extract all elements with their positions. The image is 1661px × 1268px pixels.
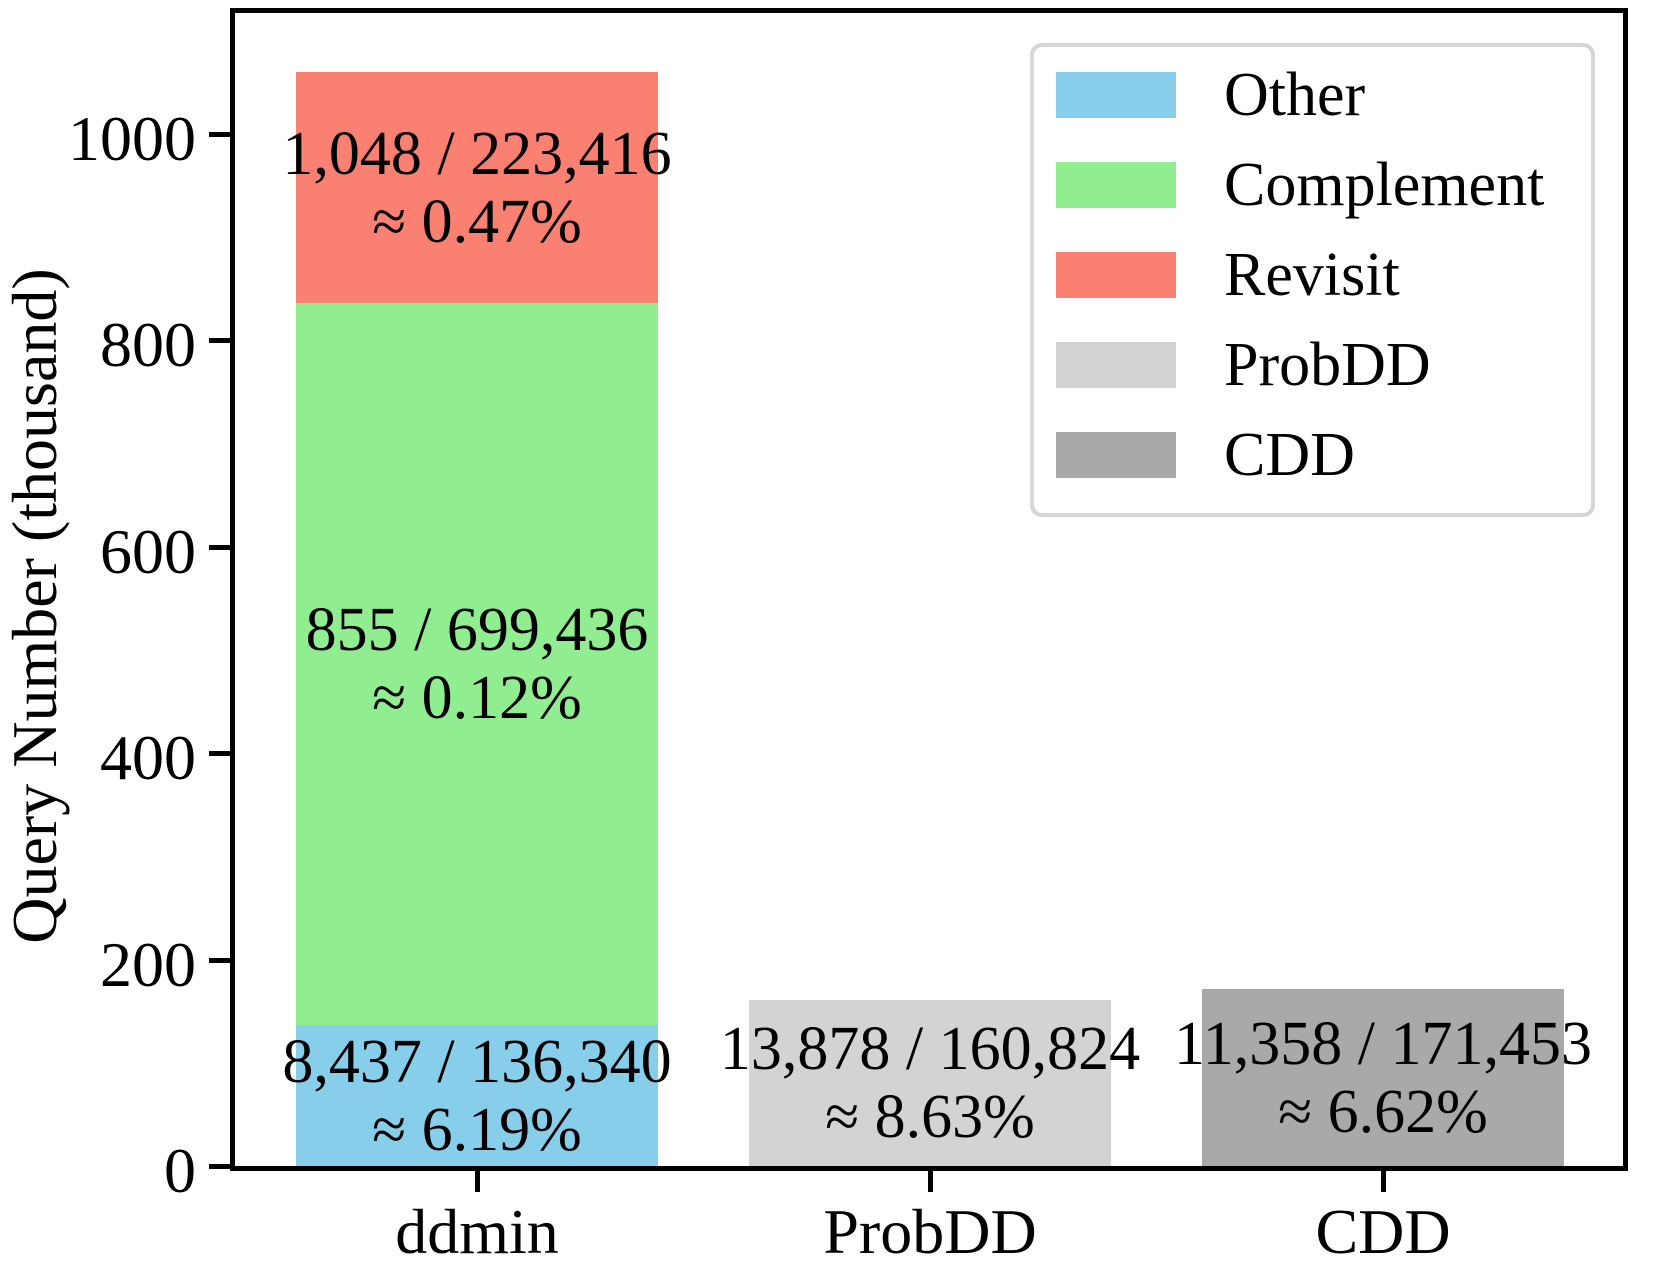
bar-label-ratio: 1,048 / 223,416 <box>282 120 672 188</box>
legend-item-Revisit: Revisit <box>1034 230 1591 320</box>
bar-label-percent: ≈ 6.19% <box>372 1096 582 1164</box>
legend-label-CDD: CDD <box>1224 421 1355 489</box>
y-tick-label-600: 600 <box>100 515 196 587</box>
bar-label-percent: ≈ 0.47% <box>372 188 582 256</box>
bar-label-ratio: 8,437 / 136,340 <box>282 1028 672 1096</box>
legend-label-Complement: Complement <box>1224 151 1545 219</box>
legend-box: Other Complement Revisit ProbDD CDD <box>1030 43 1595 517</box>
y-axis-title: Query Number (thousand) <box>0 268 70 944</box>
y-tick-mark-0 <box>209 1164 230 1169</box>
bar-segment-ddmin-Complement <box>296 303 658 1025</box>
legend-swatch-ProbDD <box>1056 342 1176 388</box>
legend-item-Complement: Complement <box>1034 140 1591 230</box>
x-tick-mark-ProbDD <box>928 1171 933 1192</box>
y-tick-mark-400 <box>209 751 230 756</box>
bar-label-percent: ≈ 8.63% <box>825 1083 1035 1151</box>
legend-swatch-Other <box>1056 72 1176 118</box>
bar-label-percent: ≈ 0.12% <box>372 664 582 732</box>
legend-label-Revisit: Revisit <box>1224 241 1400 309</box>
x-tick-label-CDD: CDD <box>1315 1196 1451 1267</box>
y-tick-mark-600 <box>209 544 230 550</box>
legend-item-ProbDD: ProbDD <box>1034 320 1591 410</box>
y-tick-label-800: 800 <box>100 309 196 380</box>
bar-segment-CDD-CDD <box>1202 989 1564 1166</box>
x-tick-label-ProbDD: ProbDD <box>823 1196 1037 1267</box>
bar-label-ddmin-Revisit: 1,048 / 223,416 ≈ 0.47% <box>147 120 807 256</box>
x-tick-label-ddmin: ddmin <box>395 1196 559 1267</box>
y-tick-mark-200 <box>209 957 230 963</box>
bar-label-ddmin-Other: 8,437 / 136,340 ≈ 6.19% <box>147 1028 807 1164</box>
bar-label-ratio: 13,878 / 160,824 <box>719 1015 1141 1083</box>
bar-segment-ddmin-Revisit <box>296 72 658 303</box>
bar-segment-ddmin-Other <box>296 1025 658 1166</box>
y-tick-label-0: 0 <box>164 1135 196 1206</box>
y-tick-mark-1000 <box>209 131 230 137</box>
legend-swatch-Complement <box>1056 162 1176 208</box>
bar-label-ratio: 11,358 / 171,453 <box>1174 1010 1592 1078</box>
y-tick-label-1000: 1000 <box>68 102 196 174</box>
legend-item-Other: Other <box>1034 50 1591 140</box>
y-tick-mark-800 <box>209 338 230 343</box>
bar-label-ratio: 855 / 699,436 <box>305 596 649 664</box>
bar-label-ProbDD-ProbDD: 13,878 / 160,824 ≈ 8.63% <box>600 1015 1260 1151</box>
bar-label-ddmin-Complement: 855 / 699,436 ≈ 0.12% <box>147 596 807 732</box>
legend-label-Other: Other <box>1224 61 1366 129</box>
y-tick-label-400: 400 <box>100 722 196 793</box>
y-tick-label-200: 200 <box>100 928 196 1000</box>
x-tick-mark-CDD <box>1381 1171 1386 1192</box>
legend-swatch-Revisit <box>1056 252 1176 298</box>
legend-item-CDD: CDD <box>1034 410 1591 500</box>
legend-swatch-CDD <box>1056 432 1176 478</box>
bar-label-percent: ≈ 6.62% <box>1278 1078 1488 1146</box>
x-tick-mark-ddmin <box>475 1171 480 1192</box>
legend-label-ProbDD: ProbDD <box>1224 331 1431 399</box>
bar-label-CDD-CDD: 11,358 / 171,453 ≈ 6.62% <box>1053 1010 1661 1146</box>
bar-segment-ProbDD-ProbDD <box>749 1000 1111 1166</box>
